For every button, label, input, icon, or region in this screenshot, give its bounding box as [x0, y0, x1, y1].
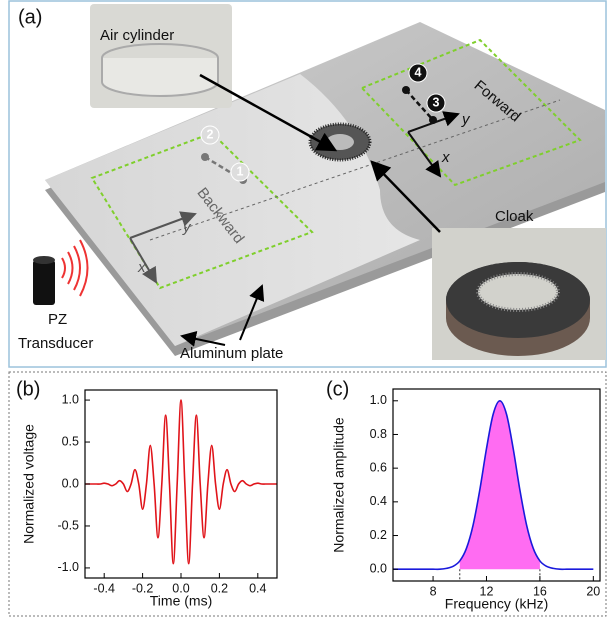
transducer-label: Transducer	[18, 335, 93, 352]
figure: Backward Forward 1 2 3 4 y x y x Air cyl…	[0, 0, 608, 618]
cloak-hole	[478, 274, 558, 310]
y-axis-title: Normalized amplitude	[331, 417, 347, 553]
y-tick-label: 1.0	[62, 392, 79, 406]
axis-label: x	[137, 259, 146, 276]
plate-label: Aluminum plate	[180, 345, 283, 362]
y-tick-label: -1.0	[57, 560, 79, 574]
transducer-label: PZ	[48, 311, 67, 328]
y-tick-label: 1.0	[370, 393, 387, 407]
plot-frame	[85, 390, 277, 578]
point-label: 1	[237, 164, 244, 178]
point-label: 2	[207, 127, 214, 141]
point-label: 4	[415, 65, 422, 79]
data-line	[85, 400, 277, 564]
panel-label: (a)	[18, 6, 42, 28]
page: Backward Forward 1 2 3 4 y x y x Air cyl…	[0, 0, 608, 618]
cloak-label: Cloak	[495, 208, 534, 225]
y-axis-title: Normalized voltage	[21, 424, 37, 544]
x-axis-title: Time (ms)	[150, 593, 212, 609]
y-tick-label: 0.6	[370, 460, 387, 474]
x-axis-title: Frequency (kHz)	[445, 596, 548, 612]
transducer	[33, 260, 55, 305]
y-tick-label: 0.4	[370, 494, 387, 508]
shaded-area	[460, 401, 540, 569]
y-tick-label: 0.5	[62, 434, 79, 448]
y-tick-label: 0.0	[62, 476, 79, 490]
point	[201, 153, 209, 161]
cylinder-body	[102, 58, 218, 96]
y-tick-label: 0.2	[370, 528, 387, 542]
transducer-top	[33, 256, 55, 264]
panel-label: (c)	[326, 378, 349, 400]
x-tick-label: 8	[430, 584, 437, 598]
point-label: 3	[433, 95, 440, 109]
x-tick-label: 20	[586, 584, 600, 598]
air-cylinder-label: Air cylinder	[100, 27, 174, 44]
y-tick-label: 0.0	[370, 562, 387, 576]
panel-label: (b)	[16, 378, 40, 400]
point	[402, 86, 410, 94]
x-tick-label: 0.4	[249, 581, 266, 595]
y-tick-label: -0.5	[57, 518, 79, 532]
axis-label: x	[441, 149, 450, 166]
x-tick-label: -0.4	[93, 581, 115, 595]
x-tick-label: 0.2	[211, 581, 228, 595]
y-tick-label: 0.8	[370, 427, 387, 441]
